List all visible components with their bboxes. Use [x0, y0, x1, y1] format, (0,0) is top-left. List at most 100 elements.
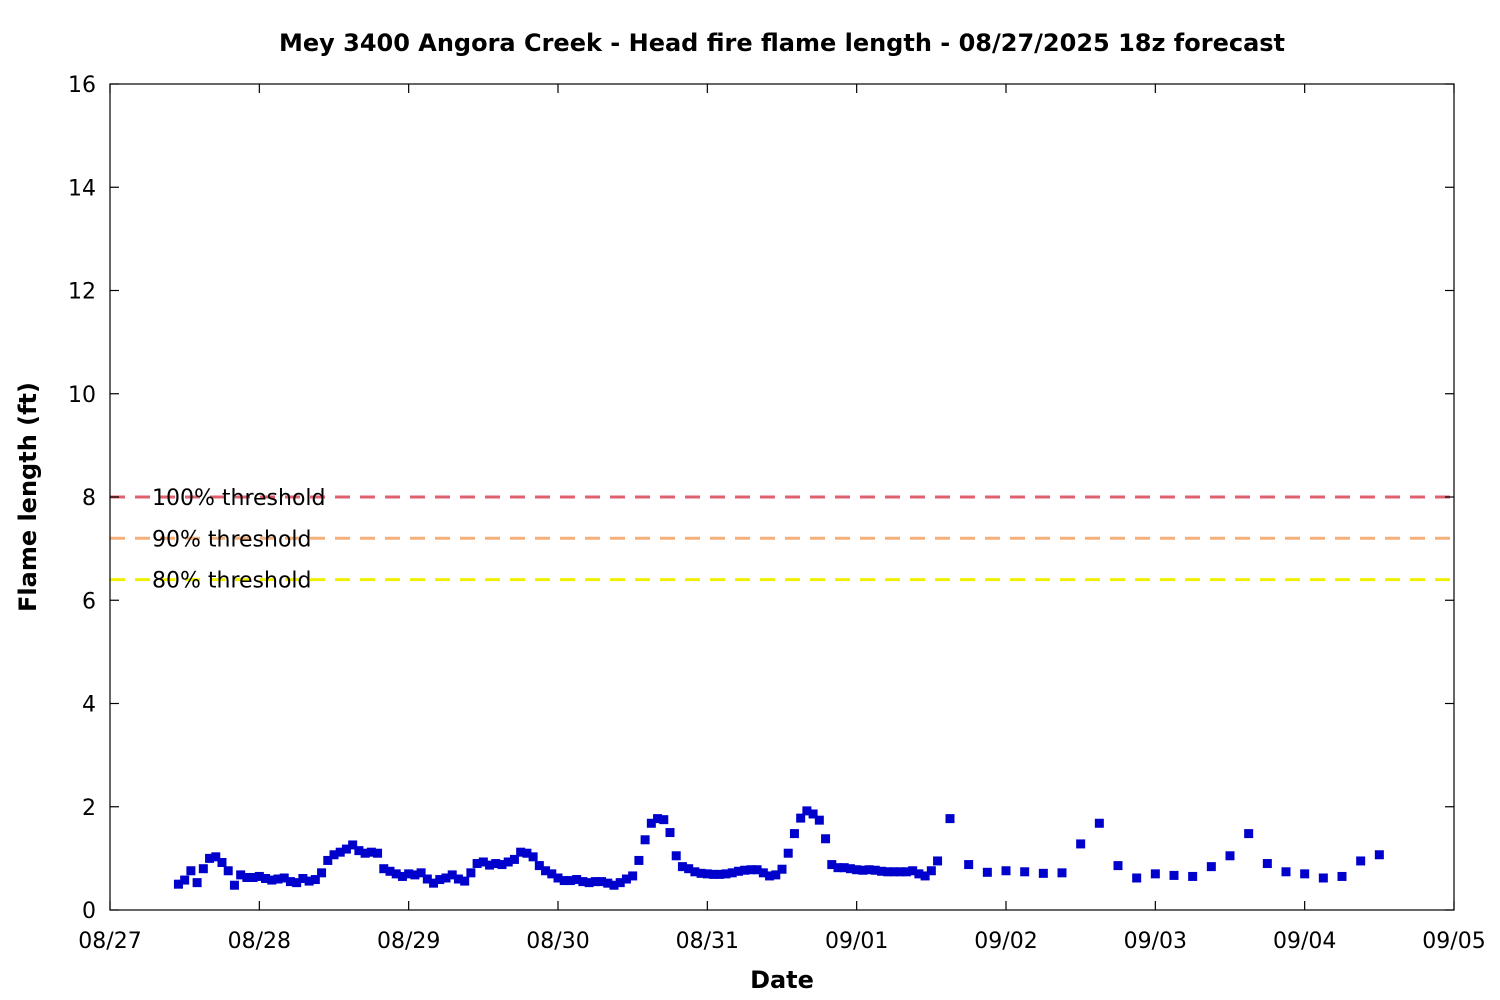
data-point	[223, 866, 233, 876]
data-point	[740, 865, 750, 875]
data-point	[217, 858, 227, 867]
data-point	[329, 850, 339, 860]
data-point	[267, 875, 277, 885]
data-point	[453, 874, 463, 884]
x-tick-label: 08/30	[526, 929, 589, 954]
data-point	[845, 864, 855, 874]
x-tick-label: 09/05	[1422, 929, 1485, 954]
data-point	[373, 848, 383, 858]
data-point	[628, 871, 638, 881]
data-point	[1057, 868, 1067, 878]
data-point	[236, 870, 246, 880]
data-point	[827, 860, 837, 870]
data-point	[404, 869, 414, 879]
data-point	[1356, 856, 1366, 866]
data-point	[1076, 839, 1086, 849]
data-point	[1132, 873, 1142, 883]
data-point	[908, 866, 918, 876]
data-point	[229, 880, 239, 890]
data-point	[503, 857, 513, 867]
data-point	[478, 857, 488, 867]
data-point	[516, 847, 526, 857]
data-point	[292, 878, 302, 888]
data-point	[584, 878, 594, 888]
data-point	[684, 864, 694, 874]
data-point	[696, 868, 706, 878]
y-tick-label: 4	[82, 693, 96, 718]
data-point	[441, 873, 451, 883]
data-point	[360, 848, 370, 858]
y-tick-label: 2	[82, 796, 96, 821]
data-point	[354, 846, 364, 856]
data-point	[690, 867, 700, 877]
data-point	[901, 867, 911, 877]
threshold-label: 90% threshold	[152, 527, 312, 552]
data-point	[1300, 869, 1310, 879]
data-point	[273, 874, 283, 884]
data-point	[758, 868, 768, 878]
data-point	[920, 871, 930, 881]
data-point	[317, 868, 327, 878]
y-tick-label: 14	[68, 176, 96, 201]
x-tick-label: 09/04	[1273, 929, 1336, 954]
data-point	[379, 864, 389, 874]
data-point	[677, 862, 687, 872]
data-point	[615, 878, 625, 888]
data-point	[435, 875, 445, 885]
data-point	[385, 866, 395, 876]
y-tick-label: 0	[82, 899, 96, 924]
data-point	[590, 877, 600, 887]
y-tick-label: 8	[82, 486, 96, 511]
data-point	[1094, 818, 1104, 828]
data-point	[821, 834, 831, 844]
data-point	[646, 818, 656, 828]
data-point	[864, 865, 874, 875]
data-point	[709, 869, 719, 879]
data-point	[466, 868, 476, 878]
y-tick-label: 12	[68, 280, 96, 305]
data-point	[789, 829, 799, 839]
data-point	[914, 869, 924, 879]
y-tick-label: 10	[68, 383, 96, 408]
data-point	[603, 878, 613, 888]
data-point	[279, 873, 289, 883]
data-point	[460, 876, 470, 886]
data-point	[1038, 868, 1048, 878]
data-point	[410, 870, 420, 880]
data-point	[578, 877, 588, 887]
data-point	[248, 872, 258, 882]
data-point	[1281, 867, 1291, 877]
threshold-label: 80% threshold	[152, 569, 312, 594]
data-point	[348, 840, 358, 850]
data-point	[1318, 873, 1328, 883]
x-tick-label: 08/27	[78, 929, 141, 954]
data-point	[1225, 851, 1235, 861]
data-point	[391, 869, 401, 879]
data-point	[877, 866, 887, 876]
data-point	[509, 854, 519, 864]
data-point	[783, 848, 793, 858]
data-point	[1169, 870, 1179, 880]
data-point	[715, 869, 725, 879]
data-point	[1150, 869, 1160, 879]
data-point	[242, 872, 252, 882]
data-point	[665, 828, 675, 838]
data-point	[858, 865, 868, 875]
data-point	[1262, 859, 1272, 869]
data-point	[1001, 866, 1011, 876]
data-point	[796, 813, 806, 823]
data-point	[597, 877, 607, 887]
data-point	[727, 868, 737, 878]
data-point	[752, 865, 762, 875]
data-point	[198, 864, 208, 874]
data-point	[1374, 850, 1384, 860]
data-point	[833, 863, 843, 873]
data-point	[565, 876, 575, 886]
data-point	[254, 871, 264, 881]
data-point	[852, 865, 862, 875]
data-point	[491, 859, 501, 869]
data-point	[945, 814, 955, 824]
data-point	[659, 815, 669, 825]
data-point	[721, 869, 731, 879]
